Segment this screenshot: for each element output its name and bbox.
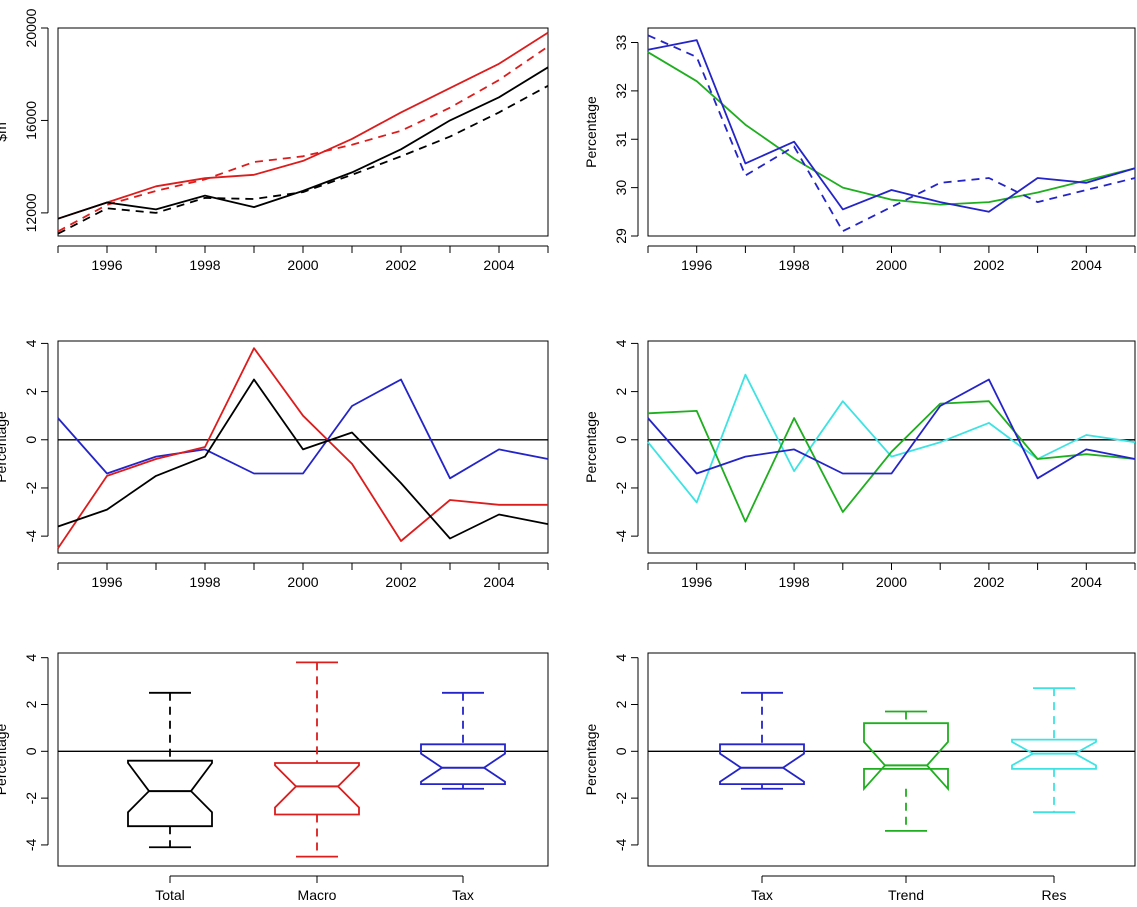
x-tick-label: 2004 bbox=[1071, 574, 1102, 590]
y-tick-label: 33 bbox=[613, 35, 629, 51]
y-tick-label: 4 bbox=[613, 654, 629, 662]
box-body bbox=[719, 743, 805, 785]
box-macro bbox=[274, 661, 360, 858]
plot-frame bbox=[57, 27, 549, 237]
y-tick-label: 29 bbox=[613, 228, 629, 244]
y-tick-label: 2 bbox=[613, 700, 629, 708]
x-tick-label: 1998 bbox=[779, 574, 810, 590]
panel-6: -4 -2 0 2 4 Percentage Tax Trend Res bbox=[583, 652, 1136, 903]
y-axis-title: Percentage bbox=[583, 723, 599, 795]
plot-frame bbox=[57, 652, 549, 867]
x-tick-label: 2002 bbox=[385, 257, 416, 273]
x-category-label: Total bbox=[155, 887, 185, 903]
y-tick-label: 32 bbox=[613, 83, 629, 99]
series-line-black-solid bbox=[57, 66, 549, 220]
y-tick-label: 12000 bbox=[23, 193, 39, 232]
x-tick-label: 2004 bbox=[483, 574, 514, 590]
y-axis-title: $m bbox=[0, 122, 9, 141]
panel-1: 12000 16000 20000 $m 1996 1998 2000 2002 2004 bbox=[0, 8, 549, 273]
plot-frame bbox=[647, 27, 1136, 237]
y-tick-label: -2 bbox=[23, 482, 39, 495]
x-tick-label: 2000 bbox=[876, 257, 907, 273]
x-category-label: Trend bbox=[888, 887, 924, 903]
box-res bbox=[1011, 687, 1097, 814]
plot-frame bbox=[647, 652, 1136, 867]
x-tick-label: 1996 bbox=[681, 574, 712, 590]
y-axis-title: Percentage bbox=[583, 411, 599, 483]
y-axis-title: Percentage bbox=[0, 723, 9, 795]
y-tick-label: 4 bbox=[23, 339, 39, 347]
x-tick-label: 2000 bbox=[287, 257, 318, 273]
x-category-label: Res bbox=[1042, 887, 1067, 903]
y-tick-label: -2 bbox=[613, 792, 629, 805]
series-line-green-solid bbox=[647, 51, 1136, 206]
box-trend bbox=[863, 710, 949, 832]
y-tick-label: 2 bbox=[23, 387, 39, 395]
box-body bbox=[863, 722, 949, 792]
y-tick-label: 2 bbox=[613, 387, 629, 395]
box-body bbox=[274, 762, 360, 816]
box-body bbox=[1011, 738, 1097, 770]
y-tick-label: 0 bbox=[23, 436, 39, 444]
y-tick-label: 16000 bbox=[23, 101, 39, 140]
x-tick-label: 1998 bbox=[189, 257, 220, 273]
series-line-black-dashed bbox=[57, 85, 549, 235]
series-line-red-solid bbox=[57, 31, 549, 220]
y-tick-label: 0 bbox=[613, 436, 629, 444]
y-tick-label: -4 bbox=[613, 838, 629, 851]
x-tick-label: 1996 bbox=[91, 257, 122, 273]
x-category-label: Macro bbox=[298, 887, 337, 903]
box-tax bbox=[420, 691, 506, 790]
y-tick-label: 4 bbox=[613, 339, 629, 347]
x-tick-label: 2004 bbox=[1071, 257, 1102, 273]
y-tick-label: 4 bbox=[23, 654, 39, 662]
x-category-label: Tax bbox=[751, 887, 773, 903]
y-tick-label: 2 bbox=[23, 700, 39, 708]
x-tick-label: 2000 bbox=[287, 574, 318, 590]
x-tick-label: 2004 bbox=[483, 257, 514, 273]
series-line-green-solid bbox=[647, 400, 1136, 523]
y-tick-label: 30 bbox=[613, 180, 629, 196]
y-tick-label: 20000 bbox=[23, 8, 39, 47]
y-tick-label: -4 bbox=[23, 838, 39, 851]
x-tick-label: 2000 bbox=[876, 574, 907, 590]
x-tick-label: 1996 bbox=[681, 257, 712, 273]
x-tick-label: 1998 bbox=[189, 574, 220, 590]
y-axis-title: Percentage bbox=[583, 96, 599, 168]
x-tick-label: 2002 bbox=[385, 574, 416, 590]
series-line-black-solid bbox=[57, 378, 549, 540]
x-tick-label: 1996 bbox=[91, 574, 122, 590]
y-tick-label: 31 bbox=[613, 131, 629, 147]
series-line-blue-solid bbox=[647, 378, 1136, 480]
y-tick-label: -4 bbox=[613, 530, 629, 543]
panel-4: -4 -2 0 2 4 Percentage 1996 1998 2000 2002 2004 bbox=[583, 339, 1136, 590]
series-line-red-solid bbox=[57, 347, 548, 549]
panel-5: -4 -2 0 2 4 Percentage Total Macro Tax bbox=[0, 652, 549, 903]
box-body bbox=[127, 759, 213, 828]
y-tick-label: -2 bbox=[23, 792, 39, 805]
box-body bbox=[420, 743, 506, 785]
box-tax bbox=[719, 691, 805, 790]
panel-3: -4 -2 0 2 4 Percentage 1996 1998 2000 2002 2004 bbox=[0, 339, 549, 590]
panel-2: 29 30 31 32 33 Percentage 1996 1998 2000 2002 2004 bbox=[583, 27, 1136, 273]
series-line-blue-dashed bbox=[647, 34, 1136, 233]
y-axis-title: Percentage bbox=[0, 411, 9, 483]
y-tick-label: 0 bbox=[613, 747, 629, 755]
y-tick-label: -4 bbox=[23, 530, 39, 543]
x-tick-label: 2002 bbox=[973, 257, 1004, 273]
y-tick-label: 0 bbox=[23, 747, 39, 755]
y-tick-label: -2 bbox=[613, 482, 629, 495]
series-line-blue-solid bbox=[647, 39, 1136, 213]
series-line-blue-solid bbox=[57, 378, 549, 480]
x-category-label: Tax bbox=[452, 887, 474, 903]
x-tick-label: 2002 bbox=[973, 574, 1004, 590]
x-tick-label: 1998 bbox=[779, 257, 810, 273]
plot-frame bbox=[647, 340, 1136, 554]
plot-frame bbox=[57, 340, 549, 554]
box-total bbox=[127, 691, 213, 849]
series-line-cyan-solid bbox=[647, 373, 1136, 504]
series-line-red-dashed bbox=[57, 45, 549, 233]
